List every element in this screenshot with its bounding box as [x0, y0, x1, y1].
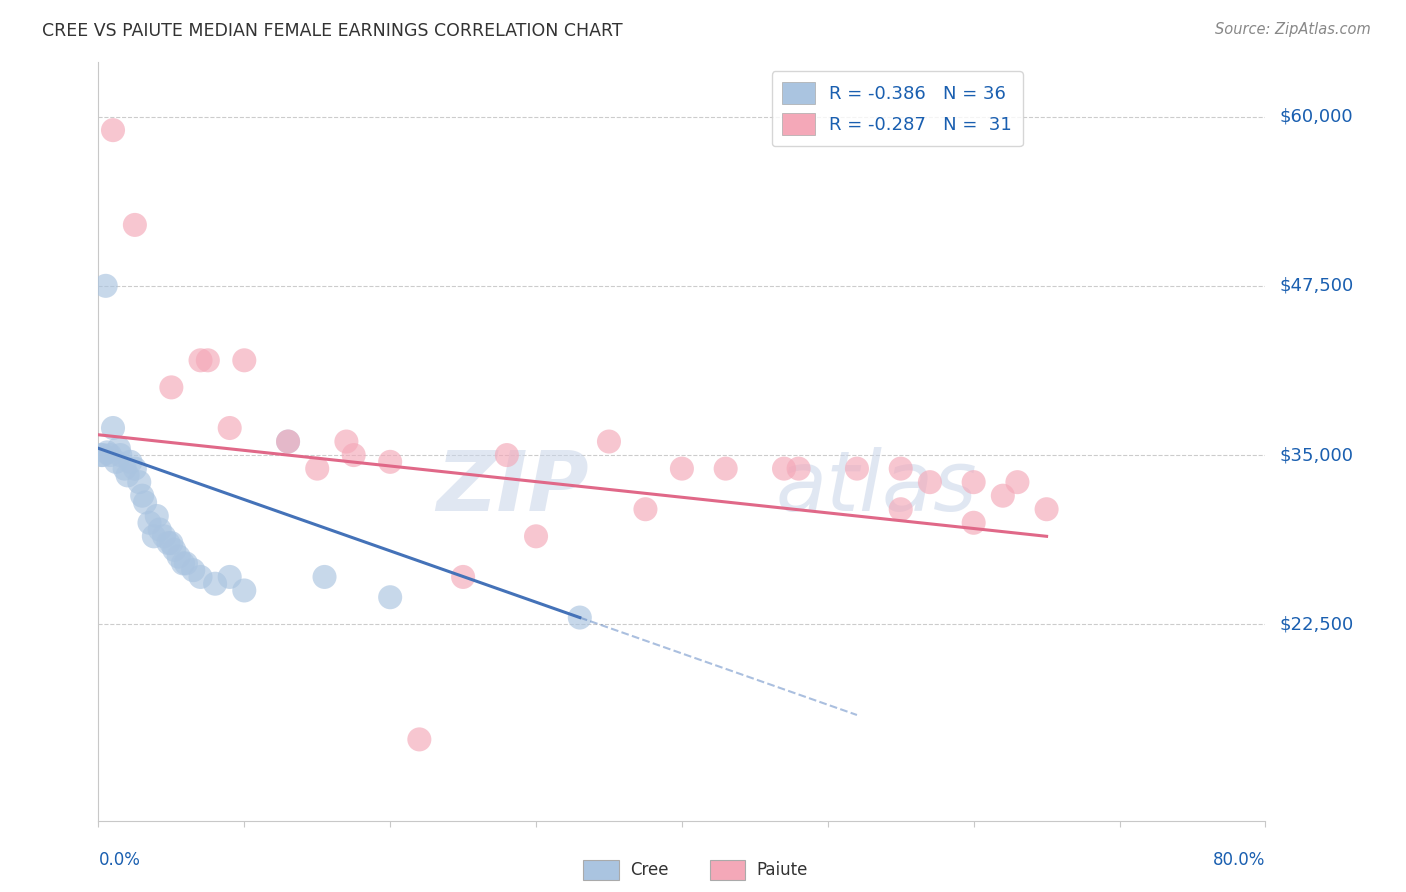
Point	[962, 516, 984, 530]
Legend: R = -0.386   N = 36, R = -0.287   N =  31: R = -0.386 N = 36, R = -0.287 N = 31	[772, 71, 1024, 146]
Point	[890, 502, 912, 516]
Text: Cree: Cree	[630, 861, 668, 879]
Point	[167, 549, 190, 564]
Point	[568, 610, 591, 624]
Point	[101, 421, 124, 435]
Point	[174, 557, 197, 571]
Point	[96, 445, 118, 459]
Point	[277, 434, 299, 449]
Point	[160, 380, 183, 394]
Point	[114, 461, 136, 475]
Point	[138, 516, 160, 530]
Point	[197, 353, 219, 368]
Point	[233, 353, 256, 368]
Point	[380, 455, 402, 469]
Point	[1007, 475, 1029, 490]
Point	[408, 732, 430, 747]
Text: 0.0%: 0.0%	[98, 851, 141, 869]
Point	[773, 461, 796, 475]
Point	[335, 434, 357, 449]
Point	[496, 448, 519, 462]
Point	[153, 529, 176, 543]
Point	[991, 489, 1014, 503]
Point	[1035, 502, 1057, 516]
Point	[128, 475, 150, 490]
Text: Paiute: Paiute	[756, 861, 808, 879]
Point	[846, 461, 869, 475]
Point	[918, 475, 941, 490]
Point	[108, 442, 131, 456]
Point	[634, 502, 657, 516]
Point	[172, 557, 194, 571]
Point	[343, 448, 366, 462]
Point	[90, 448, 112, 462]
Point	[110, 448, 132, 462]
Point	[314, 570, 336, 584]
Text: Source: ZipAtlas.com: Source: ZipAtlas.com	[1215, 22, 1371, 37]
Point	[380, 591, 402, 605]
Text: $22,500: $22,500	[1279, 615, 1354, 633]
Point	[181, 563, 204, 577]
Point	[714, 461, 737, 475]
Point	[142, 529, 165, 543]
Point	[101, 123, 124, 137]
Point	[524, 529, 547, 543]
Point	[120, 455, 142, 469]
Text: 80.0%: 80.0%	[1213, 851, 1265, 869]
Text: $60,000: $60,000	[1279, 108, 1353, 126]
Point	[671, 461, 693, 475]
Point	[204, 576, 226, 591]
Point	[190, 570, 212, 584]
Point	[190, 353, 212, 368]
Point	[149, 523, 172, 537]
Point	[117, 468, 139, 483]
Point	[233, 583, 256, 598]
Point	[134, 495, 156, 509]
Text: $35,000: $35,000	[1279, 446, 1354, 464]
Text: $47,500: $47,500	[1279, 277, 1354, 295]
Point	[124, 218, 146, 232]
Point	[98, 448, 121, 462]
Point	[91, 448, 114, 462]
Text: CREE VS PAIUTE MEDIAN FEMALE EARNINGS CORRELATION CHART: CREE VS PAIUTE MEDIAN FEMALE EARNINGS CO…	[42, 22, 623, 40]
Point	[157, 536, 180, 550]
Point	[787, 461, 810, 475]
Point	[218, 421, 240, 435]
Point	[104, 455, 127, 469]
Point	[163, 542, 186, 557]
Point	[890, 461, 912, 475]
Point	[451, 570, 474, 584]
Point	[598, 434, 620, 449]
Text: atlas: atlas	[775, 447, 977, 527]
Point	[962, 475, 984, 490]
Point	[146, 508, 169, 523]
Point	[277, 434, 299, 449]
Text: ZIP: ZIP	[436, 447, 589, 527]
Point	[124, 461, 146, 475]
Point	[160, 536, 183, 550]
Point	[131, 489, 153, 503]
Point	[218, 570, 240, 584]
Point	[94, 278, 117, 293]
Point	[307, 461, 329, 475]
